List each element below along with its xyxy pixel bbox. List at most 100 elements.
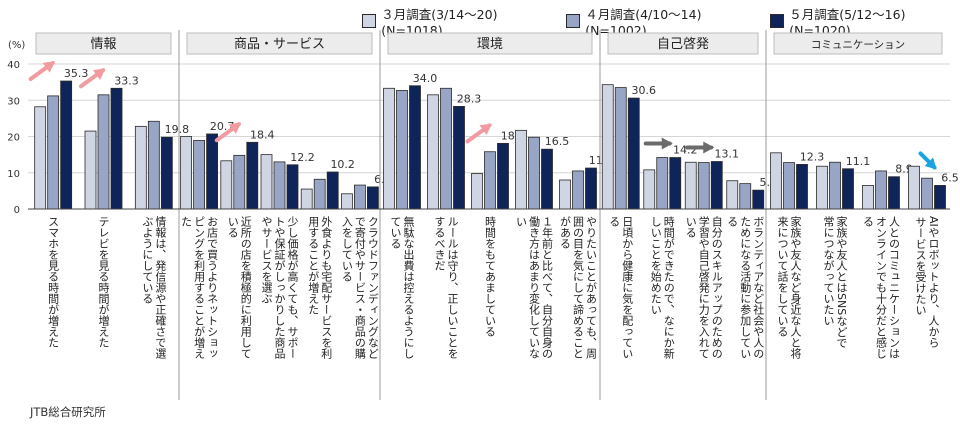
y-tick-label-40: 40: [7, 60, 20, 71]
bar-item8-s2: [409, 85, 421, 210]
bar-item10-s0: [471, 173, 483, 210]
category-label-line: するべきだ: [433, 216, 446, 271]
data-label-item17: 12.3: [800, 150, 825, 163]
bar-item9-s2: [453, 106, 465, 210]
bar-item15-s1: [697, 162, 710, 210]
category-label-line: いる: [684, 216, 697, 238]
category-label-line: 家族や友人とはSNSなどで: [835, 215, 848, 349]
bar-item13-s2: [627, 97, 640, 210]
bar-item20-s2: [934, 185, 946, 210]
source-credit: JTB総合研究所: [30, 405, 106, 419]
category-label-line: しいことを始めたい: [649, 216, 662, 315]
category-label-item3: お店で買うよりネットショッピングを利用することが増えた: [180, 216, 219, 359]
bar-item13-s1: [614, 87, 627, 210]
category-label-line: 時間ができたので、なにか新: [662, 216, 675, 359]
data-label-item9: 28.3: [457, 92, 482, 105]
bar-item20-s0: [908, 165, 920, 210]
trend-arrow-head-item14: [661, 137, 673, 150]
category-label-line: 時間をもてあましている: [484, 216, 497, 337]
category-label-line: ピングを利用することが増え: [193, 216, 206, 359]
bar-item20-s1: [921, 177, 933, 210]
bar-item12-s0: [559, 179, 571, 210]
bar-item6-s0: [300, 188, 313, 210]
trend-arrow-head-item4: [228, 122, 242, 134]
category-label-item4: 近所の店を積極的に利用している: [226, 216, 252, 359]
category-label-item20: AIやロボットより、人からサービスを受けたい: [914, 216, 940, 348]
data-label-item0: 35.3: [64, 67, 89, 80]
bar-item10-s1: [484, 151, 496, 210]
category-label-line: 自分のスキルアップのための: [710, 216, 723, 359]
data-label-item13: 30.6: [632, 84, 657, 97]
category-label-line: る: [608, 216, 621, 227]
data-label-item2: 19.8: [165, 123, 190, 136]
bar-item0-s2: [60, 80, 73, 210]
category-label-line: ルールは守り、正しいことを: [446, 216, 459, 359]
category-label-line: １年前と比べて、自分自身の: [541, 216, 554, 359]
category-label-line: サービスを受けたい: [914, 216, 927, 315]
category-label-line: 外食よりも宅配サービスを利: [320, 216, 333, 359]
category-label-line: い: [515, 216, 528, 227]
category-label-line: 無駄な出費は控えるようにし: [402, 215, 415, 359]
bar-item8-s1: [396, 90, 408, 210]
category-label-item10: 時間をもてあましている: [484, 216, 497, 337]
bar-item3-s1: [193, 140, 206, 210]
bar-item12-s1: [572, 170, 584, 210]
bar-item7-s0: [340, 193, 353, 210]
category-label-line: オンラインでも十分だと感じ: [875, 216, 888, 359]
bar-item18-s2: [842, 168, 854, 210]
group-header-3: 自己啓発: [657, 37, 709, 52]
bar-item11-s2: [541, 148, 553, 210]
category-label-item14: 時間ができたので、なにか新しいことを始めたい: [649, 216, 675, 359]
trend-arrow-head-item1: [93, 68, 106, 80]
trend-arrow-head-item10: [479, 123, 492, 135]
bar-item3-s2: [206, 133, 219, 210]
category-label-line: やりたいことがあっても、周: [585, 216, 598, 360]
data-label-item4: 18.4: [250, 128, 275, 141]
data-label-item5: 12.2: [290, 151, 315, 164]
group-header-box-0: [35, 32, 172, 55]
data-label-item20: 6.5: [941, 171, 959, 184]
category-label-item7: クラウドファンディングなどで寄付やサービス・商品の購入をしている: [340, 216, 379, 360]
trend-arrow-head-item0: [42, 61, 56, 73]
bar-item5-s1: [273, 161, 286, 210]
bar-item2-s2: [160, 136, 173, 210]
category-label-item16: ボランティアなど社会や人のためになる活動に参加している: [726, 216, 765, 359]
category-label-item19: 人とのコミュニケーションはオンラインでも十分だと感じる: [862, 216, 901, 359]
bar-item16-s2: [752, 189, 765, 210]
group-header-box-4: [773, 32, 943, 55]
bar-item0-s0: [34, 106, 47, 210]
category-label-line: 働き方はあまり変化していな: [528, 216, 541, 359]
bar-item5-s2: [286, 164, 299, 210]
bar-item18-s1: [829, 161, 841, 210]
data-label-item18: 11.1: [846, 155, 871, 168]
bar-item17-s2: [796, 164, 808, 210]
bar-item17-s0: [770, 152, 782, 210]
category-label-line: お店で買うよりネットショッ: [206, 216, 219, 359]
category-label-line: た: [180, 216, 193, 227]
category-label-line: スマホを見る時間が増えた: [47, 216, 60, 348]
group-header-box-2: [387, 32, 593, 55]
y-tick-label-20: 20: [7, 133, 20, 144]
bar-item7-s1: [353, 184, 366, 210]
category-label-item18: 家族や友人とはSNSなどで常につながっていたい: [822, 215, 848, 349]
bar-item13-s0: [601, 84, 614, 210]
bar-item2-s0: [134, 125, 147, 210]
data-label-item14: 14.2: [673, 144, 698, 157]
category-label-line: 近所の店を積極的に利用して: [239, 216, 252, 359]
category-label-line: 来について話をしている: [776, 216, 789, 337]
category-label-line: ボランティアなど社会や人の: [752, 216, 765, 359]
bar-item8-s0: [383, 87, 395, 210]
bar-item4-s1: [233, 154, 246, 210]
category-label-line: る: [726, 216, 739, 227]
bar-item7-s2: [366, 186, 379, 210]
category-label-item11: １年前と比べて、自分自身の働き方はあまり変化していない: [515, 216, 554, 359]
bar-item12-s2: [585, 167, 597, 210]
y-tick-label-10: 10: [7, 169, 20, 180]
category-label-line: 家族や友人など身近な人と将: [789, 215, 802, 359]
category-label-item2: 情報は、発信源や正確さで選ぶようにしている: [141, 216, 167, 359]
category-label-item9: ルールは守り、正しいことをするべきだ: [433, 216, 459, 359]
bar-item4-s0: [220, 160, 233, 210]
bar-item1-s2: [110, 87, 123, 210]
bar-item18-s0: [816, 165, 828, 210]
